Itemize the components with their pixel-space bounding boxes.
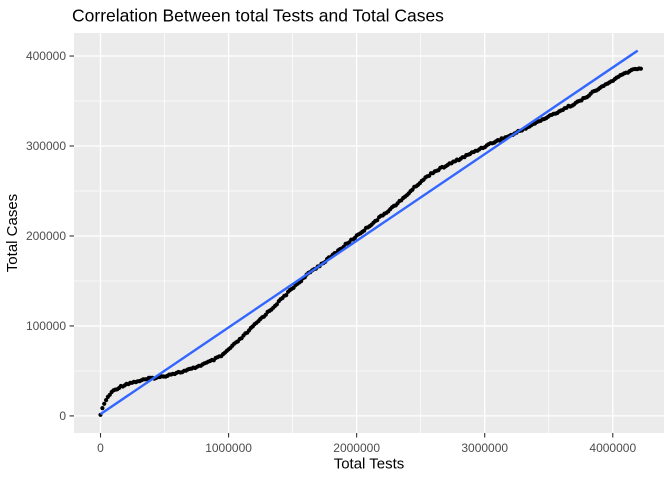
minor-gridlines <box>74 33 664 433</box>
data-point <box>375 218 380 223</box>
y-axis-title: Total Cases <box>4 194 21 272</box>
y-tick-label: 300000 <box>26 139 66 153</box>
x-tick-label: 0 <box>97 441 104 455</box>
x-tick-label: 4000000 <box>589 441 636 455</box>
scatter-points <box>98 66 644 417</box>
x-tick-label: 3000000 <box>461 441 508 455</box>
x-axis-title: Total Tests <box>334 456 405 473</box>
data-point <box>284 293 289 298</box>
axis-tick-marks <box>69 55 614 438</box>
x-tick-label: 2000000 <box>333 441 380 455</box>
y-tick-label: 100000 <box>26 319 66 333</box>
axis-tick-labels: 0 1000000 2000000 3000000 4000000 0 100000 2000… <box>26 49 637 455</box>
x-tick-label: 1000000 <box>205 441 252 455</box>
regression-line <box>99 49 639 416</box>
data-point <box>638 66 644 71</box>
data-point <box>274 302 279 307</box>
data-point <box>104 398 109 403</box>
data-point <box>100 406 105 411</box>
major-gridlines <box>74 33 664 433</box>
data-point <box>102 401 107 406</box>
y-tick-label: 0 <box>59 409 66 423</box>
y-tick-label: 400000 <box>26 49 66 63</box>
chart-title: Correlation Between total Tests and Tota… <box>72 6 444 26</box>
y-tick-label: 200000 <box>26 229 66 243</box>
